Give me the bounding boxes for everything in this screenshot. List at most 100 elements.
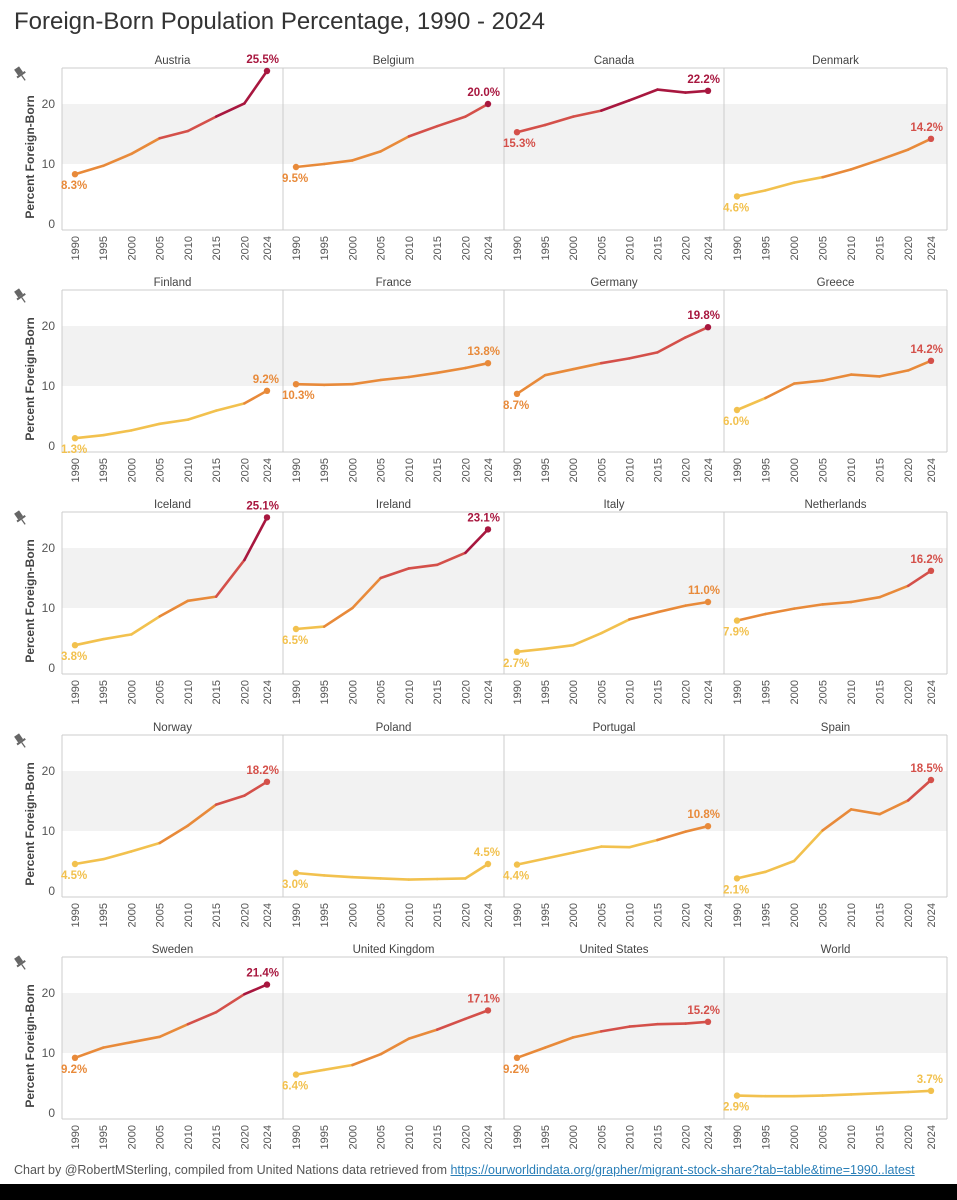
source-link[interactable]: https://ourworldindata.org/grapher/migra… [450,1163,915,1177]
series-segment [906,137,933,151]
pin-collar [16,514,26,523]
x-tick-label: 2024 [926,903,938,927]
start-point [292,625,300,633]
start-point [733,1092,741,1099]
x-tick-label: 2010 [183,680,195,704]
x-tick-label: 2010 [624,458,636,482]
start-value-label: 6.5% [282,635,308,647]
start-point [733,875,741,882]
start-value-label: 4.5% [61,870,87,882]
x-tick-label: 1995 [540,236,552,260]
panel-united-states: United States 1990 1995 2000 2005 2010 2015 202… [503,944,724,1149]
panel-italy: Italy 1990 1995 2000 2005 2010 2015 2020 2024 2.7… [503,499,724,704]
x-tick-label: 2015 [875,680,887,704]
panel-title: Netherlands [804,499,866,511]
series-segment [186,115,218,133]
x-tick-label: 2005 [818,458,830,482]
series-segment [684,600,710,607]
x-tick-label: 2015 [652,458,664,482]
y-tick-label: 10 [42,379,56,393]
series-segment [130,1035,162,1044]
start-point [292,163,300,171]
pin-head [14,510,24,520]
x-tick-label: 2024 [483,458,495,482]
x-tick-label: 2020 [681,1125,693,1149]
x-tick-label: 2000 [568,903,580,927]
x-tick-label: 1990 [70,680,82,704]
pin-collar [16,292,26,301]
end-value-label: 18.5% [910,763,943,775]
end-value-label: 17.1% [467,993,500,1005]
x-tick-label: 2000 [347,1125,359,1149]
panel-netherlands: Netherlands 1990 1995 2000 2005 2010 2015 2020 2… [723,499,948,704]
series-segment [515,373,547,396]
series-segment [435,1017,467,1031]
series-segment [379,375,411,382]
x-tick-label: 2015 [652,680,664,704]
end-value-label: 13.8% [467,346,500,358]
series-segment [464,1009,490,1021]
source-footer: Chart by @RobertMSterling, compiled from… [14,1163,915,1177]
start-value-label: 1.3% [61,444,87,456]
series-segment [73,433,105,440]
reference-band [504,104,724,164]
start-point [733,617,741,624]
x-tick-label: 1995 [98,236,110,260]
panel-title: Sweden [152,944,194,956]
x-tick-label: 2010 [624,903,636,927]
x-tick-label: 2024 [262,236,274,260]
panel-title: World [821,944,851,956]
start-point [71,860,79,868]
series-segment [158,824,190,845]
pin-collar [16,959,26,968]
x-tick-label: 2000 [347,458,359,482]
series-segment [656,1022,687,1026]
series-segment [407,124,439,138]
x-tick-label: 2024 [262,680,274,704]
x-tick-label: 2010 [624,1125,636,1149]
reference-band [62,771,283,831]
y-tick-label: 0 [48,884,55,898]
series-segment [73,637,105,647]
x-tick-label: 2000 [347,680,359,704]
pin-needle [21,519,26,525]
series-segment [435,877,467,881]
y-tick-label: 0 [48,661,55,675]
series-segment [656,336,687,354]
x-tick-label: 2015 [432,458,444,482]
start-point [513,129,521,136]
x-tick-label: 2000 [126,903,138,927]
series-segment [821,600,853,606]
x-tick-label: 2024 [703,1125,715,1149]
series-segment [821,808,853,832]
x-tick-label: 2020 [239,680,251,704]
y-tick-label: 0 [48,217,55,231]
series-segment [792,379,824,385]
series-segment [906,569,933,588]
x-tick-label: 2000 [126,1125,138,1149]
panel-title: Ireland [376,499,411,511]
panel-title: France [376,277,412,289]
series-segment [792,175,824,184]
x-tick-label: 2010 [846,458,858,482]
y-tick-label: 0 [48,439,55,453]
panel-denmark: Denmark 1990 1995 2000 2005 2010 2015 2020 2024 4… [723,55,948,260]
x-tick-label: 2005 [596,680,608,704]
x-tick-label: 1990 [732,1125,744,1149]
end-point [704,598,712,606]
x-tick-label: 1995 [98,903,110,927]
end-point [484,100,492,108]
end-point [927,357,935,364]
series-segment [101,152,133,168]
bottom-bar [0,1184,957,1200]
start-point [513,390,521,397]
x-tick-label: 2024 [262,1125,274,1149]
start-value-label: 6.4% [282,1081,308,1093]
series-segment [351,378,383,386]
x-tick-label: 1995 [319,458,331,482]
series-segment [351,1052,383,1067]
